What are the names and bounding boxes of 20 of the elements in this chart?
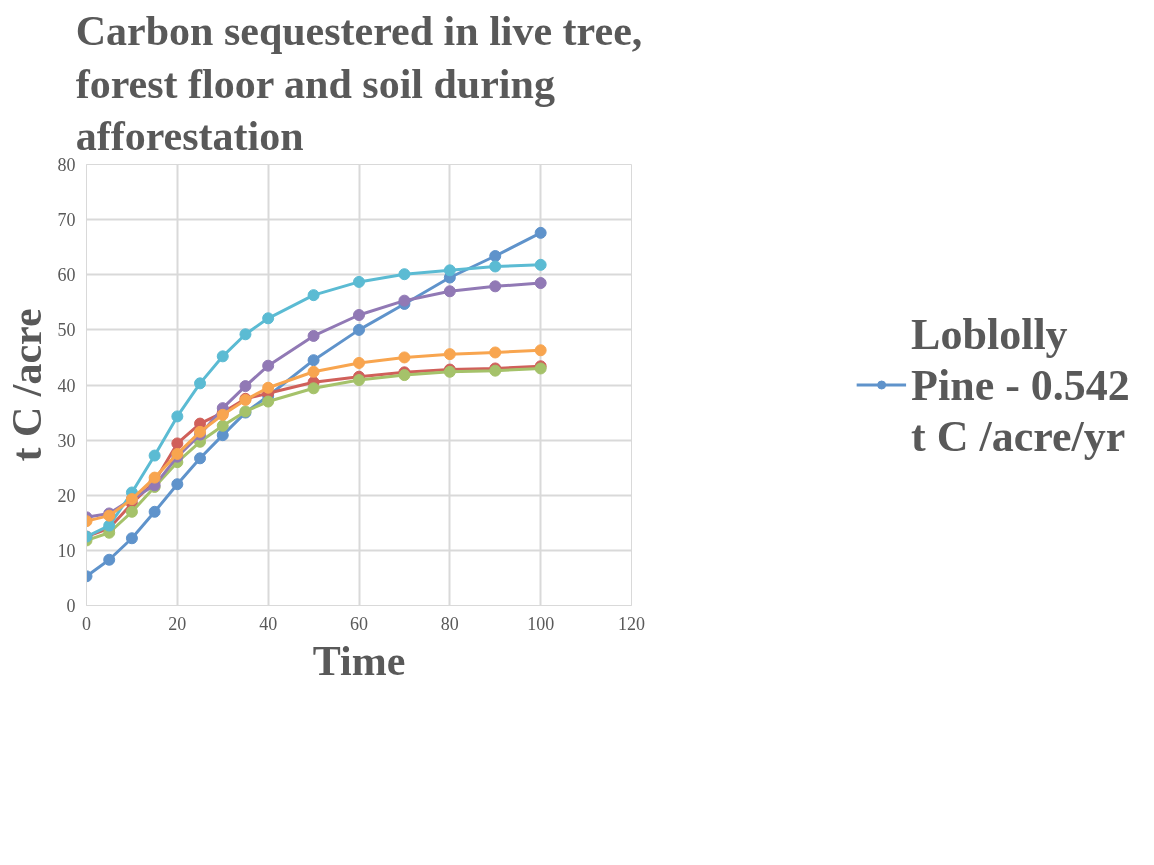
chart-title: Carbon sequestered in live tree, forest floor and soil during afforestation: [75, 7, 643, 160]
x-tick-label: 20: [168, 613, 187, 634]
x-tick-label: 0: [82, 613, 91, 634]
x-tick-label: 40: [259, 613, 278, 634]
y-tick-label: 70: [57, 210, 76, 231]
y-axis-title: t C /acre: [3, 308, 50, 462]
x-tick-label: 120: [618, 613, 645, 634]
y-tick-label: 10: [57, 540, 76, 561]
x-axis-title: Time: [312, 637, 406, 684]
y-tick-label: 60: [57, 265, 76, 286]
y-tick-label: 30: [57, 430, 76, 451]
y-tick-label: 50: [57, 320, 76, 341]
y-tick-label: 40: [57, 375, 76, 396]
y-tick-label: 20: [57, 485, 76, 506]
x-tick-label: 80: [440, 613, 459, 634]
y-tick-label: 0: [66, 596, 76, 616]
x-tick-label: 100: [527, 613, 555, 634]
legend-label: Loblolly Pine - 0.542 t C /acre/yr: [911, 308, 1130, 461]
x-tick-label: 60: [350, 613, 368, 634]
y-tick-label: 80: [57, 155, 76, 175]
